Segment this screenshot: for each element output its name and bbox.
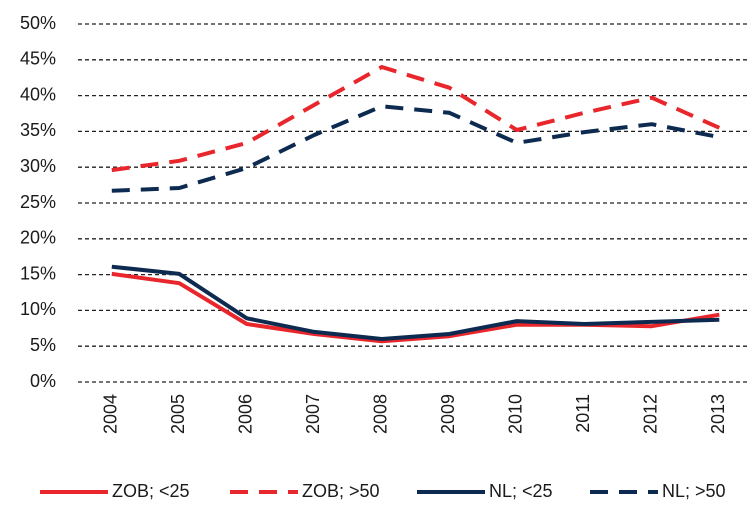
x-tick-label: 2006: [236, 394, 256, 434]
series-line: [111, 104, 720, 193]
y-tick-label: 30%: [20, 156, 56, 176]
x-tick-label: 2007: [303, 394, 323, 434]
legend-label: ZOB; <25: [112, 481, 190, 501]
y-tick-label: 5%: [30, 335, 56, 355]
legend-label: ZOB; >50: [302, 481, 380, 501]
legend-label: NL; >50: [662, 481, 726, 501]
series-line: [111, 264, 720, 341]
x-tick-label: 2009: [438, 394, 458, 434]
legend-label: NL; <25: [489, 481, 553, 501]
y-tick-label: 45%: [20, 49, 56, 69]
series-line: [111, 65, 721, 173]
y-tick-label: 35%: [20, 120, 56, 140]
x-tick-label: 2010: [506, 394, 526, 434]
y-tick-label: 0%: [30, 371, 56, 391]
y-tick-label: 20%: [20, 228, 56, 248]
x-tick-label: 2005: [168, 394, 188, 434]
y-tick-label: 50%: [20, 13, 56, 33]
y-tick-label: 25%: [20, 192, 56, 212]
x-tick-label: 2012: [641, 394, 661, 434]
series-line: [111, 271, 720, 344]
y-tick-label: 40%: [20, 84, 56, 104]
x-tick-label: 2013: [708, 394, 728, 434]
y-tick-label: 15%: [20, 263, 56, 283]
x-tick-label: 2011: [573, 394, 593, 433]
x-tick-label: 2004: [101, 394, 121, 434]
x-tick-label: 2008: [371, 394, 391, 434]
y-tick-label: 10%: [20, 299, 56, 319]
